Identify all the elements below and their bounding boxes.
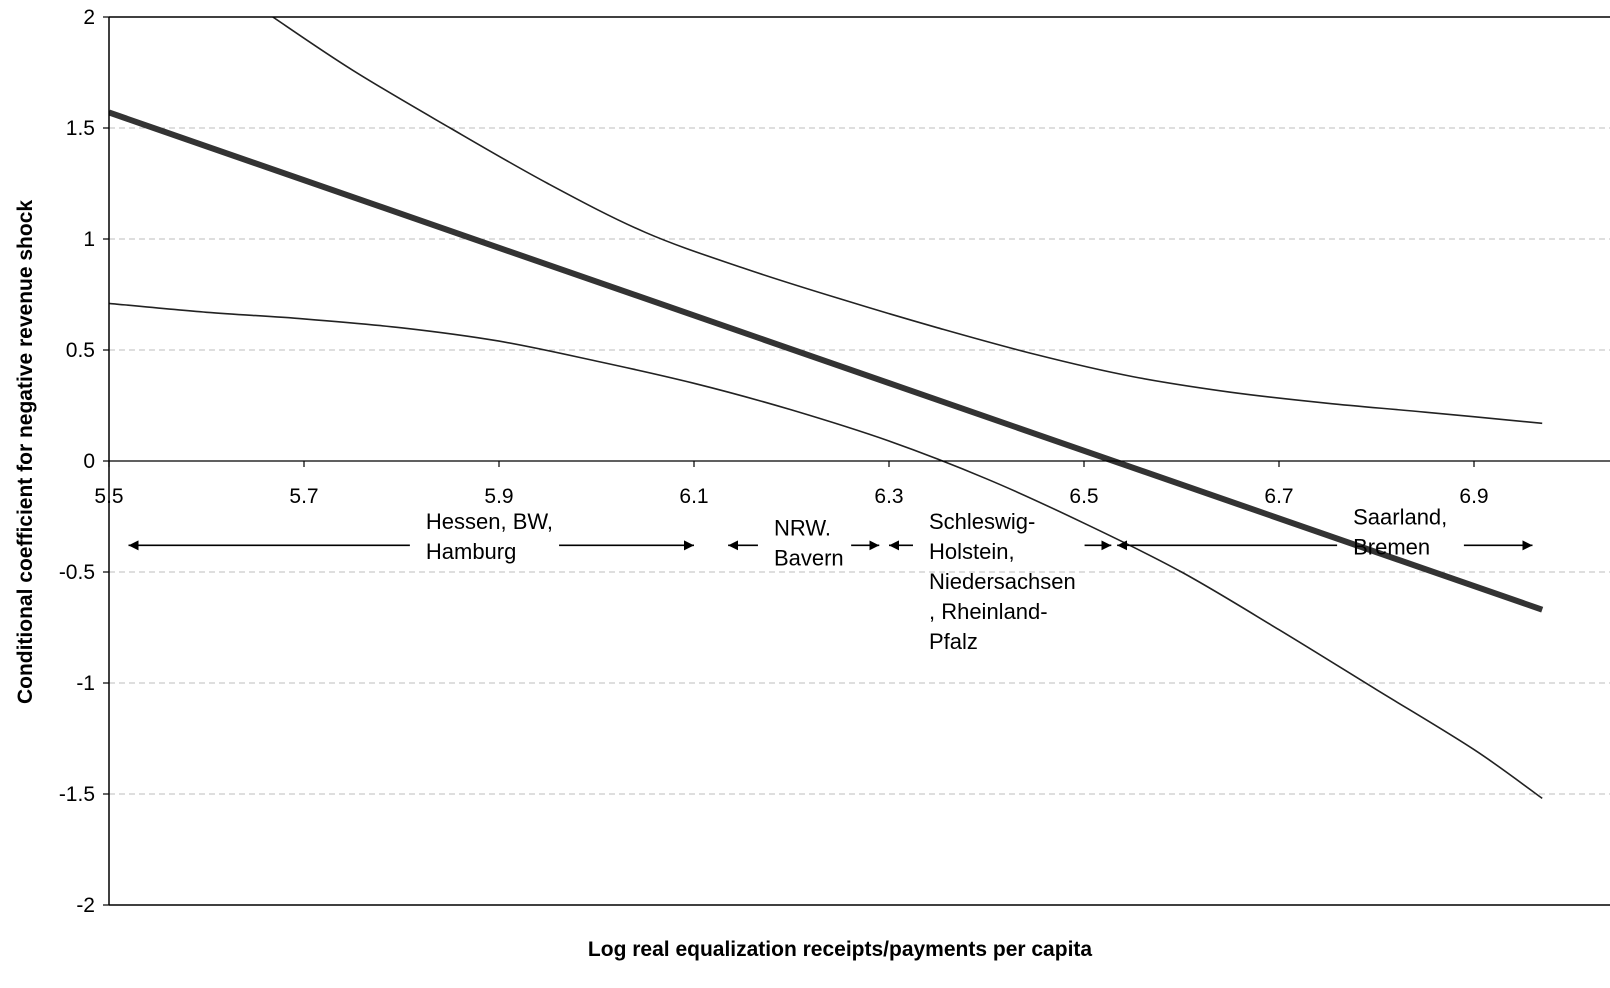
series-line-upper-bound xyxy=(272,17,1543,425)
series-line-lower-bound xyxy=(109,302,1543,800)
gridlines xyxy=(109,127,1610,795)
y-tick-label: -2 xyxy=(76,894,95,917)
x-tick-label: 6.5 xyxy=(1069,485,1098,508)
axes: 2 1.5 1 0.5 0 -0.5 -1 -1.5 -2 5.5 5.7 5.9 6.1 6.3 6.5 6… xyxy=(59,6,1610,917)
x-tick-label: 6.9 xyxy=(1459,485,1488,508)
series-line-estimate xyxy=(109,109,1544,613)
y-tick-label: 0 xyxy=(83,450,95,473)
x-tick-label: 5.9 xyxy=(484,485,513,508)
annotation-label: Hessen, BW, Hamburg xyxy=(426,509,553,564)
x-axis-title: Log real equalization receipts/payments … xyxy=(588,938,1092,961)
annotation-label: Schleswig-Holstein, Niedersachsen, Rheinl… xyxy=(929,509,1076,654)
x-tick-label: 5.5 xyxy=(94,485,123,508)
x-tick-label: 6.1 xyxy=(679,485,708,508)
y-axis-title: Conditional coefficient for negative rev… xyxy=(14,200,37,704)
x-tick-label: 6.7 xyxy=(1264,485,1293,508)
y-tick-label: 1.5 xyxy=(66,117,95,140)
y-tick-label: 0.5 xyxy=(66,339,95,362)
x-tick-label: 5.7 xyxy=(289,485,318,508)
y-tick-label: -1 xyxy=(76,672,95,695)
y-tick-label: -1.5 xyxy=(59,783,95,806)
annotation-label: Saarland, Bremen xyxy=(1353,504,1447,559)
annotations: Hessen, BW, Hamburg NRW. Bavern Schleswig-Ho… xyxy=(128,504,1533,654)
y-tick-label: 1 xyxy=(83,228,95,251)
y-tick-label: -0.5 xyxy=(59,561,95,584)
annotation-label: NRW. Bavern xyxy=(774,516,844,571)
series-layer xyxy=(109,17,1544,800)
x-tick-label: 6.3 xyxy=(874,485,903,508)
y-tick-label: 2 xyxy=(83,6,95,29)
